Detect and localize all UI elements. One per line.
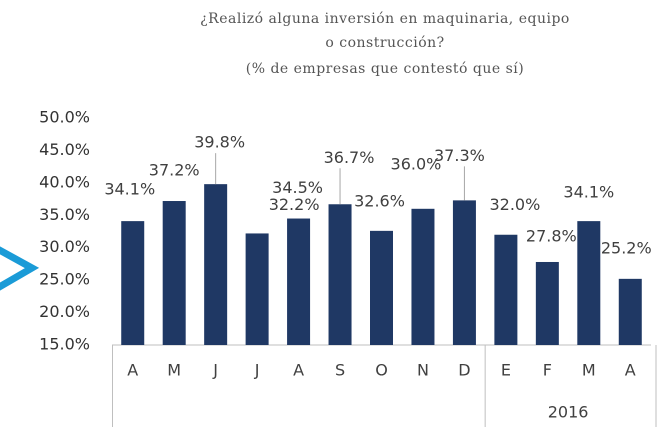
value-label: 32.6% bbox=[354, 191, 405, 210]
bar bbox=[618, 278, 642, 345]
x-tick-label: M bbox=[582, 361, 596, 380]
y-tick-label: 35.0% bbox=[39, 205, 90, 224]
y-tick-label: 30.0% bbox=[39, 237, 90, 256]
bar bbox=[328, 204, 352, 345]
bar bbox=[452, 200, 476, 345]
chart-title: ¿Realizó alguna inversión en maquinaria,… bbox=[200, 11, 570, 27]
chart-title: o construcción? bbox=[325, 35, 444, 51]
x-tick-label: O bbox=[375, 361, 388, 380]
x-tick-label: M bbox=[167, 361, 181, 380]
x-tick-label: D bbox=[458, 361, 470, 380]
value-label: 34.5% bbox=[272, 178, 323, 197]
bar bbox=[411, 208, 435, 345]
x-tick-label: A bbox=[625, 361, 636, 380]
x-tick-label: A bbox=[127, 361, 138, 380]
x-tick-label: S bbox=[335, 361, 345, 380]
x-tick-label: N bbox=[417, 361, 429, 380]
x-tick-label: A bbox=[293, 361, 304, 380]
y-tick-label: 50.0% bbox=[39, 108, 90, 127]
value-label: 27.8% bbox=[526, 226, 577, 245]
bar bbox=[245, 233, 269, 345]
bar bbox=[577, 221, 601, 345]
bar bbox=[162, 201, 186, 345]
y-tick-label: 20.0% bbox=[39, 302, 90, 321]
y-tick-label: 25.0% bbox=[39, 270, 90, 289]
value-label: 36.7% bbox=[324, 148, 375, 167]
bar bbox=[121, 221, 145, 345]
bar bbox=[535, 261, 559, 345]
x-tick-label: J bbox=[212, 361, 218, 380]
bar bbox=[287, 218, 311, 345]
value-label: 25.2% bbox=[601, 238, 652, 257]
value-label: 34.1% bbox=[563, 183, 614, 202]
y-tick-label: 40.0% bbox=[39, 172, 90, 191]
bar bbox=[370, 230, 393, 345]
value-label: 36.0% bbox=[391, 154, 442, 173]
value-label: 34.1% bbox=[104, 180, 155, 199]
value-label: 32.0% bbox=[489, 195, 540, 214]
chevron-icon bbox=[0, 246, 40, 291]
bar bbox=[494, 234, 518, 345]
x-tick-label: J bbox=[254, 361, 260, 380]
x-tick-label: F bbox=[543, 361, 552, 380]
x-tick-label: E bbox=[501, 361, 511, 380]
value-label: 37.2% bbox=[149, 161, 200, 180]
group-label: 2016 bbox=[548, 403, 589, 422]
y-tick-label: 15.0% bbox=[39, 335, 90, 354]
value-label: 37.3% bbox=[434, 146, 485, 165]
bar bbox=[204, 184, 228, 345]
value-label: 32.2% bbox=[269, 195, 320, 214]
y-tick-label: 45.0% bbox=[39, 140, 90, 159]
value-label: 39.8% bbox=[194, 133, 245, 152]
chart-subtitle: (% de empresas que contestó que sí) bbox=[246, 61, 525, 77]
